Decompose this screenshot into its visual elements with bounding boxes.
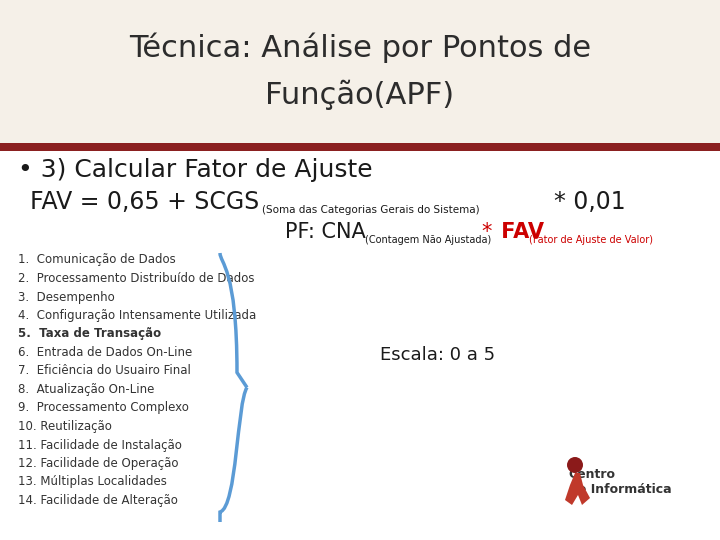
Text: 11. Facilidade de Instalação: 11. Facilidade de Instalação	[18, 438, 182, 451]
Text: Função(APF): Função(APF)	[266, 80, 454, 110]
Text: * 0,01: * 0,01	[554, 190, 626, 214]
Text: Escala: 0 a 5: Escala: 0 a 5	[380, 346, 495, 364]
Text: 8.  Atualização On-Line: 8. Atualização On-Line	[18, 383, 154, 396]
Text: 9.  Processamento Complexo: 9. Processamento Complexo	[18, 402, 189, 415]
Text: (Fator de Ajuste de Valor): (Fator de Ajuste de Valor)	[529, 235, 653, 245]
FancyBboxPatch shape	[0, 143, 720, 151]
Circle shape	[567, 457, 583, 473]
Text: 12. Facilidade de Operação: 12. Facilidade de Operação	[18, 457, 179, 470]
Text: 4.  Configuração Intensamente Utilizada: 4. Configuração Intensamente Utilizada	[18, 309, 256, 322]
Text: 7.  Eficiência do Usuairo Final: 7. Eficiência do Usuairo Final	[18, 364, 191, 377]
PathPatch shape	[565, 473, 590, 505]
Text: (Contagem Não Ajustada): (Contagem Não Ajustada)	[365, 235, 491, 245]
Text: 2.  Processamento Distribuído de Dados: 2. Processamento Distribuído de Dados	[18, 272, 254, 285]
Text: FAV = 0,65 + SCGS: FAV = 0,65 + SCGS	[30, 190, 259, 214]
Text: 3.  Desempenho: 3. Desempenho	[18, 291, 114, 303]
Text: 10. Reutilização: 10. Reutilização	[18, 420, 112, 433]
FancyBboxPatch shape	[0, 0, 720, 145]
Text: *: *	[481, 222, 491, 242]
Text: • 3) Calcular Fator de Ajuste: • 3) Calcular Fator de Ajuste	[18, 158, 373, 182]
Text: Técnica: Análise por Pontos de: Técnica: Análise por Pontos de	[129, 33, 591, 63]
Text: 1.  Comunicação de Dados: 1. Comunicação de Dados	[18, 253, 176, 267]
Text: 13. Múltiplas Localidades: 13. Múltiplas Localidades	[18, 476, 167, 489]
Text: FAV: FAV	[494, 222, 544, 242]
Text: 5.  Taxa de Transação: 5. Taxa de Transação	[18, 327, 161, 341]
Text: PF: CNA: PF: CNA	[285, 222, 366, 242]
Text: 6.  Entrada de Dados On-Line: 6. Entrada de Dados On-Line	[18, 346, 192, 359]
Text: Centro
de Informática: Centro de Informática	[569, 468, 671, 496]
Text: (Soma das Categorias Gerais do Sistema): (Soma das Categorias Gerais do Sistema)	[262, 205, 480, 215]
Text: 14. Facilidade de Alteração: 14. Facilidade de Alteração	[18, 494, 178, 507]
